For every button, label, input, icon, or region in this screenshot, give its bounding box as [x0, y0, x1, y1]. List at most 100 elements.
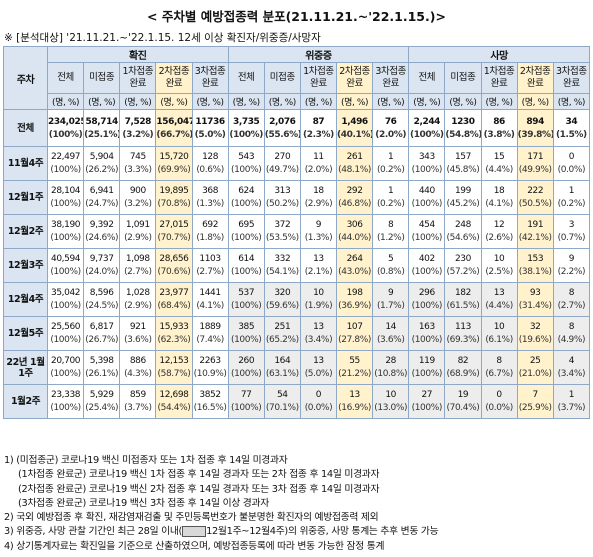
data-cell: 128 (0.6%)	[191, 146, 229, 181]
data-cell: 886 (4.3%)	[119, 350, 157, 385]
count: 119	[418, 356, 435, 366]
count: 1441	[199, 288, 221, 298]
data-cell: 9 (1.7%)	[372, 282, 410, 317]
percent: (100%)	[231, 403, 262, 413]
data-cell: 402 (100%)	[408, 248, 446, 283]
percent: (100%)	[231, 233, 262, 243]
percent: (10.8%)	[374, 369, 408, 379]
count: 900	[129, 186, 146, 196]
data-cell: 19,895 (70.8%)	[155, 180, 193, 215]
data-cell: 58,714 (25.1%)	[83, 109, 121, 147]
data-cell: 13 (4.4%)	[480, 282, 518, 317]
data-cell: 12 (2.6%)	[480, 214, 518, 249]
unit-header: (명, %)	[191, 93, 229, 110]
data-cell: 156,047 (66.7%)	[155, 109, 193, 147]
percent: (25.9%)	[518, 403, 552, 413]
data-cell: 343 (100%)	[408, 146, 446, 181]
count: 614	[238, 254, 255, 264]
percent: (70.1%)	[265, 403, 299, 413]
percent: (24.5%)	[85, 301, 119, 311]
data-cell: 292 (46.8%)	[335, 180, 374, 215]
count: 28	[385, 356, 397, 366]
count: 13	[349, 390, 360, 400]
percent: (61.5%)	[446, 301, 480, 311]
notes: 1) (미접종군) 코로나19 백신 미접종자 또는 1차 접종 후 14일 미…	[4, 454, 439, 554]
data-cell: 19 (70.4%)	[444, 384, 482, 419]
count: 537	[238, 288, 255, 298]
percent: (36.9%)	[338, 301, 371, 311]
data-cell: 537 (100%)	[227, 282, 265, 317]
data-cell: 23,338 (100%)	[46, 384, 85, 419]
count: 157	[454, 152, 471, 162]
count: 1,496	[341, 116, 368, 127]
count: 859	[129, 390, 146, 400]
data-cell: 27,015 (70.7%)	[155, 214, 193, 249]
count: 230	[454, 254, 471, 264]
row-label: 12월4주	[3, 282, 48, 317]
count: 191	[527, 220, 544, 230]
count: 22,497	[51, 152, 81, 162]
count: 385	[238, 322, 255, 332]
count: 886	[129, 356, 146, 366]
percent: (1.9%)	[304, 301, 333, 311]
percent: (7.4%)	[196, 335, 224, 345]
percent: (0.8%)	[376, 267, 405, 277]
count: 313	[274, 186, 291, 196]
count: 87	[312, 116, 325, 127]
percent: (100%)	[50, 165, 81, 175]
percent: (100%)	[48, 129, 83, 140]
percent: (66.7%)	[156, 129, 192, 140]
note: 2) 국외 예방접종 후 확진, 재감염재검출 및 주민등록번호가 불분명한 확…	[4, 511, 438, 525]
data-row: 12월3주 40,594 (100%) 9,737 (24.0%) 1,098 (2.7%)…	[3, 248, 591, 283]
count: 7	[532, 390, 539, 400]
percent: (100%)	[50, 335, 81, 345]
data-cell: 199 (45.2%)	[444, 180, 482, 215]
data-cell: 164 (63.1%)	[263, 350, 301, 385]
percent: (16.9%)	[338, 403, 371, 413]
percent: (50.2%)	[265, 199, 299, 209]
percent: (59.6%)	[265, 301, 299, 311]
column-header: 2차접종 완료	[335, 62, 374, 94]
unit-header: (명, %)	[444, 93, 482, 110]
data-cell: 296 (100%)	[408, 282, 446, 317]
count: 19,895	[159, 186, 189, 196]
data-cell: 54 (70.1%)	[263, 384, 301, 419]
data-cell: 368 (1.3%)	[191, 180, 229, 215]
count: 1,098	[125, 254, 150, 264]
percent: (100%)	[50, 199, 81, 209]
count: 18	[493, 186, 505, 196]
group-header: 위중증	[227, 46, 410, 63]
count: 260	[238, 356, 255, 366]
data-cell: 372 (53.5%)	[263, 214, 301, 249]
data-cell: 1103 (2.7%)	[191, 248, 229, 283]
unit-header: (명, %)	[83, 93, 121, 110]
count: 8	[568, 322, 575, 332]
count: 2263	[199, 356, 221, 366]
count: 8	[496, 356, 502, 366]
data-cell: 34 (1.5%)	[552, 109, 591, 147]
count: 164	[274, 356, 291, 366]
percent: (3.7%)	[124, 403, 152, 413]
count: 27,015	[159, 220, 189, 230]
count: 13	[493, 288, 505, 298]
percent: (2.2%)	[557, 267, 586, 277]
unit-header: (명, %)	[408, 93, 446, 110]
count: 1	[388, 152, 394, 162]
count: 28,656	[159, 254, 189, 264]
count: 0	[568, 152, 575, 162]
data-cell: 14 (3.6%)	[372, 316, 410, 351]
data-cell: 9,392 (24.6%)	[83, 214, 121, 249]
data-cell: 15,720 (69.9%)	[155, 146, 193, 181]
percent: (45.8%)	[446, 165, 480, 175]
data-cell: 1 (0.2%)	[372, 180, 410, 215]
percent: (39.8%)	[517, 129, 554, 140]
column-header: 3차접종 완료	[552, 62, 591, 94]
data-cell: 198 (36.9%)	[335, 282, 374, 317]
percent: (19.6%)	[518, 335, 552, 345]
data-cell: 6,941 (24.7%)	[83, 180, 121, 215]
percent: (100%)	[231, 165, 262, 175]
data-cell: 9 (2.2%)	[552, 248, 591, 283]
note-text: 2) 국외 예방접종 후 확진, 재감염재검출 및 주민등록번호가 불분명한 확…	[4, 512, 379, 524]
note: (2차접종 완료군) 코로나19 백신 2차 접종 후 14일 경과자 또는 3…	[4, 483, 438, 497]
